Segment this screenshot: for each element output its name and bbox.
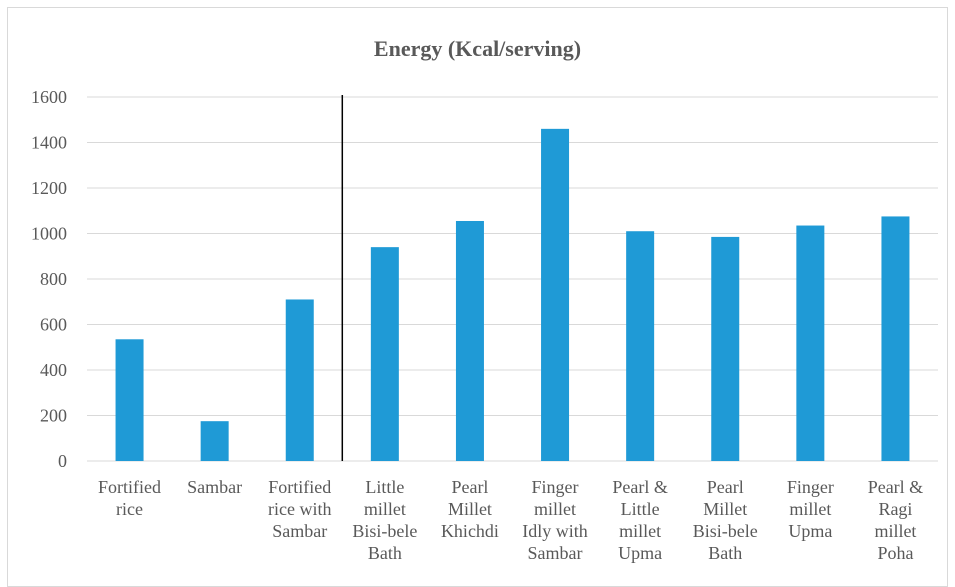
chart-title: Energy (Kcal/serving) <box>373 36 582 61</box>
x-axis-labels: Fortified rice Sambar Fortified rice with Sam… <box>98 477 923 563</box>
x-tick-label: Pearl & Little millet Upma <box>612 477 668 563</box>
y-axis-ticks: 0 200 400 600 800 1000 1200 1400 1600 <box>31 87 67 471</box>
x-tick-label: Sambar <box>187 477 242 497</box>
bar <box>796 225 825 461</box>
x-tick-label: Pearl & Ragi millet Poha <box>868 477 924 563</box>
bar <box>285 299 314 461</box>
y-tick-label: 1600 <box>31 87 67 107</box>
bar <box>626 231 655 461</box>
bar <box>881 216 910 461</box>
y-tick-label: 600 <box>40 315 67 335</box>
bar <box>115 339 144 461</box>
x-tick-label: Fortified rice with Sambar <box>268 477 331 541</box>
y-tick-label: 400 <box>40 360 67 380</box>
bar <box>455 220 484 461</box>
x-tick-label: Finger millet Upma <box>787 477 834 541</box>
y-tick-label: 200 <box>40 406 67 426</box>
bars <box>115 128 910 461</box>
gridlines <box>87 96 938 462</box>
y-tick-label: 800 <box>40 269 67 289</box>
bar <box>711 236 740 461</box>
y-tick-label: 1000 <box>31 224 67 244</box>
x-tick-label: Pearl Millet Bisi-bele Bath <box>693 477 758 563</box>
bar <box>370 247 399 461</box>
x-tick-label: Pearl Millet Khichdi <box>441 477 499 541</box>
bar <box>541 128 570 461</box>
y-tick-label: 1200 <box>31 178 67 198</box>
x-tick-label: Little millet Bisi-bele Bath <box>352 477 417 563</box>
bar <box>200 421 229 461</box>
y-tick-label: 1400 <box>31 133 67 153</box>
y-tick-label: 0 <box>58 451 67 471</box>
x-tick-label: Fortified rice <box>98 477 161 519</box>
x-tick-label: Finger millet Idly with Sambar <box>522 477 588 563</box>
